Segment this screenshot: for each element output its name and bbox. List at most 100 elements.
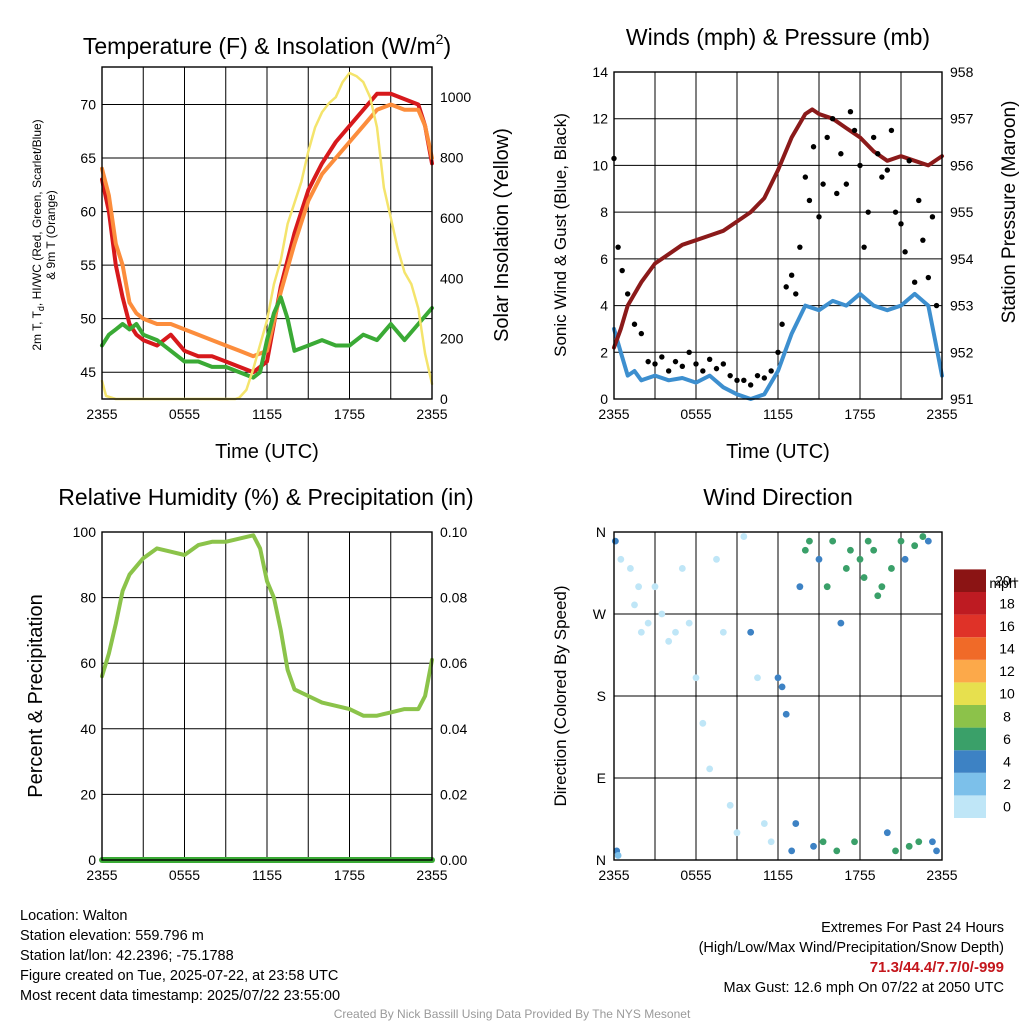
direction-point	[842, 565, 850, 572]
gust-point	[892, 209, 899, 215]
direction-point	[815, 555, 823, 563]
winds-ytick-right: 955	[950, 204, 974, 220]
direction-point	[635, 583, 642, 591]
humidity-ytick-right: 0.00	[440, 852, 467, 868]
temperature-ytick-right: 1000	[440, 89, 471, 105]
gust-point	[888, 127, 895, 134]
humidity-ytick-right: 0.10	[440, 524, 467, 540]
direction-point	[905, 842, 913, 850]
gust-point	[797, 244, 803, 250]
temperature-ytick-left: 65	[80, 150, 96, 166]
winds-ytick-right: 952	[950, 344, 974, 360]
recent-timestamp: Most recent data timestamp: 2025/07/22 2…	[20, 988, 341, 1004]
temperature-ytick-left: 55	[80, 257, 96, 273]
direction-ytick: W	[593, 606, 607, 622]
gust-point	[810, 144, 817, 150]
temperature-ytick-left: 45	[80, 364, 96, 380]
direction-point	[929, 838, 936, 846]
winds-ytick-left: 0	[600, 391, 608, 407]
direction-point	[823, 583, 831, 591]
gust-point	[834, 190, 840, 197]
direction-point	[665, 637, 673, 645]
winds-xtick: 1155	[763, 406, 793, 422]
station-location: Location: Walton	[20, 908, 128, 924]
winds-ytick-left: 12	[592, 111, 608, 127]
gust-point	[615, 244, 621, 250]
gust-point	[741, 377, 747, 384]
gust-point	[865, 209, 871, 215]
direction-ytick: E	[597, 770, 606, 786]
winds-xtick: 1755	[844, 406, 875, 422]
gust-point	[713, 365, 720, 372]
gust-point	[720, 361, 727, 367]
winds-ytick-right: 958	[950, 64, 974, 80]
legend-label: 10	[999, 686, 1015, 702]
gust-point	[768, 368, 774, 374]
winds-ytick-right: 956	[950, 157, 974, 173]
winds-ylabel-left: Sonic Wind & Gust (Blue, Black)	[551, 113, 570, 357]
direction-point	[819, 838, 827, 846]
gust-point	[700, 368, 706, 374]
direction-point	[699, 719, 707, 727]
gust-point	[775, 349, 781, 355]
gust-point	[652, 361, 658, 367]
gust-point	[638, 330, 645, 337]
direction-point	[874, 592, 882, 600]
direction-point	[754, 674, 761, 682]
direction-point	[651, 583, 659, 591]
extremes-subtitle: (High/Low/Max Wind/Precipitation/Snow De…	[698, 940, 1004, 956]
gust-point	[906, 158, 912, 164]
legend-swatch	[954, 637, 986, 660]
direction-point	[806, 537, 813, 545]
temperature-xtick: 1155	[252, 406, 282, 422]
temperature-ytick-left: 60	[80, 204, 96, 220]
gust-point	[706, 356, 713, 362]
direction-ytick: N	[596, 524, 606, 540]
temperature-series-line	[100, 295, 434, 380]
winds-ytick-left: 10	[592, 157, 608, 173]
temperature-xlabel: Time (UTC)	[215, 441, 319, 463]
direction-point	[847, 546, 854, 554]
gust-point	[879, 174, 885, 180]
temperature-chart: 45 50 55 60 65 70 0 200 400 600 800 1000 2355 0555 115…	[80, 66, 471, 422]
credit-line: Created By Nick Bassill Using Data Provi…	[333, 1007, 691, 1021]
gust-point	[902, 249, 908, 255]
temperature-ytick-left: 50	[80, 311, 96, 327]
humidity-title: Relative Humidity (%) & Precipitation (i…	[58, 484, 473, 510]
station-info: Location: Walton Station elevation: 559.…	[20, 906, 340, 1006]
winds-xtick: 2355	[926, 406, 957, 422]
gust-point	[679, 363, 686, 369]
direction-point	[733, 829, 741, 837]
winds-ytick-left: 14	[592, 64, 608, 80]
extremes-title: Extremes For Past 24 Hours	[821, 920, 1004, 936]
direction-point	[860, 574, 868, 581]
legend-swatch	[954, 795, 986, 818]
direction-ytick: S	[597, 688, 606, 704]
temperature-title: Temperature (F) & Insolation (W/m2)	[83, 31, 451, 59]
direction-point	[685, 619, 693, 627]
humidity-ytick-left: 40	[80, 721, 96, 737]
legend-label: 4	[1003, 754, 1011, 770]
gust-point	[624, 291, 631, 297]
direction-xtick: 1755	[844, 867, 875, 883]
temperature-xtick: 2355	[86, 406, 117, 422]
temperature-series-line	[100, 102, 434, 359]
winds-title: Winds (mph) & Pressure (mb)	[626, 24, 930, 50]
direction-point	[801, 546, 809, 554]
legend-swatch	[954, 569, 986, 592]
direction-frame	[613, 531, 943, 861]
winds-ytick-left: 8	[600, 204, 608, 220]
gust-point	[779, 321, 785, 327]
gust-point	[847, 109, 854, 115]
winds-xlabel: Time (UTC)	[726, 441, 830, 463]
gust-point	[793, 291, 799, 297]
gust-point	[884, 167, 891, 173]
temperature-ytick-left: 70	[80, 96, 96, 112]
gust-point	[861, 244, 867, 250]
direction-point	[796, 583, 804, 591]
winds-ytick-right: 951	[950, 391, 974, 407]
gust-point	[851, 127, 858, 134]
figure-created: Figure created on Tue, 2025-07-22, at 23…	[20, 968, 339, 984]
temperature-ytick-right: 0	[440, 391, 448, 407]
